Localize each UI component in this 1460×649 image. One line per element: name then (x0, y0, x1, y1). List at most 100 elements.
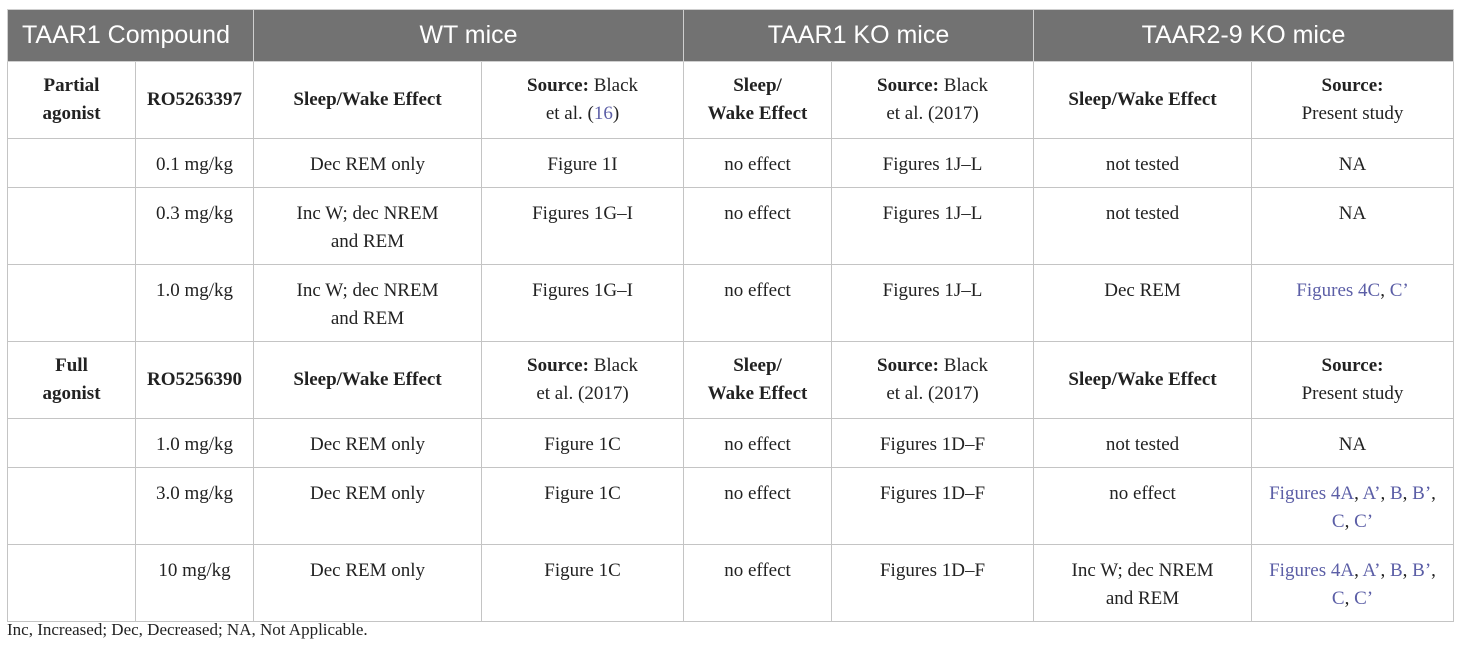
wt-source-header: Source: Black et al. (2017) (481, 341, 685, 419)
empty-cell (7, 264, 136, 342)
taar2-9-ko-effect-cell: not tested (1033, 187, 1253, 265)
figure-link[interactable]: Figures 4A (1269, 560, 1355, 581)
table-row: 1.0 mg/kg Dec REM only Figure 1C no effe… (7, 418, 1455, 468)
taar1-ko-source-cell: Figures 1D–F (831, 467, 1035, 545)
taar1-ko-effect-header: Sleep/ Wake Effect (683, 61, 833, 139)
figure-link[interactable]: C’ (1354, 588, 1374, 609)
taar2-9-ko-effect-cell: no effect (1033, 467, 1253, 545)
empty-cell (7, 544, 136, 622)
source-text: Present study (1301, 103, 1404, 124)
compound-name: RO5256390 (134, 341, 255, 419)
source-text: et al. (2017) (886, 103, 979, 124)
wt-source-cell: Figures 1G–I (481, 264, 685, 342)
source-text: et al. (2017) (886, 383, 979, 404)
wt-source-cell: Figures 1G–I (481, 187, 685, 265)
taar2-9-ko-effect-cell: Inc W; dec NREM and REM (1033, 544, 1253, 622)
source-label: Source: (527, 75, 589, 96)
table-footnote: Inc, Increased; Dec, Decreased; NA, Not … (7, 620, 368, 639)
compound-name: RO5263397 (134, 61, 255, 139)
taar1-ko-source-cell: Figures 1J–L (831, 264, 1035, 342)
figure-link[interactable]: A’ (1362, 560, 1381, 581)
taar2-9-ko-source-cell: NA (1251, 138, 1455, 188)
dose-cell: 1.0 mg/kg (134, 418, 255, 468)
header-line: Wake Effect (707, 383, 808, 404)
figure-link[interactable]: C (1331, 588, 1345, 609)
wt-effect-header: Sleep/Wake Effect (253, 61, 483, 139)
source-text: Black (588, 355, 639, 376)
empty-cell (7, 418, 136, 468)
group-label-line: agonist (42, 103, 101, 124)
taar2-9-ko-source-cell: Figures 4A, A’, B, B’, C, C’ (1251, 467, 1455, 545)
header-wt-mice: WT mice (253, 9, 685, 62)
cell-line: Inc W; dec NREM (296, 280, 439, 301)
separator: , (1354, 560, 1363, 581)
separator: , (1344, 511, 1355, 532)
wt-source-cell: Figure 1C (481, 418, 685, 468)
figure-link[interactable]: B (1389, 483, 1403, 504)
source-text: et al. ( (545, 103, 594, 124)
group-label-line: Full (55, 355, 88, 376)
wt-effect-cell: Dec REM only (253, 418, 483, 468)
separator: , (1402, 560, 1413, 581)
taar2-9-ko-source-header: Source: Present study (1251, 341, 1455, 419)
taar2-9-ko-source-cell: NA (1251, 418, 1455, 468)
cell-line: and REM (1105, 588, 1180, 609)
source-label: Source: (1321, 75, 1384, 96)
taar1-ko-effect-cell: no effect (683, 138, 833, 188)
group-label-full: Full agonist (7, 341, 136, 419)
taar2-9-ko-effect-header: Sleep/Wake Effect (1033, 341, 1253, 419)
taar2-9-ko-effect-header: Sleep/Wake Effect (1033, 61, 1253, 139)
empty-cell (7, 187, 136, 265)
header-taar2-9-ko-mice: TAAR2-9 KO mice (1033, 9, 1455, 62)
taar2-9-ko-effect-cell: not tested (1033, 138, 1253, 188)
taar2-9-ko-source-header: Source: Present study (1251, 61, 1455, 139)
dose-cell: 0.1 mg/kg (134, 138, 255, 188)
figure-link[interactable]: A’ (1362, 483, 1381, 504)
taar1-ko-source-header: Source: Black et al. (2017) (831, 61, 1035, 139)
header-line: Sleep/ (733, 75, 782, 96)
wt-effect-cell: Dec REM only (253, 544, 483, 622)
wt-source-cell: Figure 1C (481, 544, 685, 622)
figure-link[interactable]: B (1389, 560, 1403, 581)
figure-link[interactable]: Figures 4A (1269, 483, 1355, 504)
taar2-9-ko-source-cell: Figures 4A, A’, B, B’, C, C’ (1251, 544, 1455, 622)
taar2-9-ko-source-cell: NA (1251, 187, 1455, 265)
taar1-ko-effect-cell: no effect (683, 418, 833, 468)
reference-link[interactable]: 16 (593, 103, 613, 124)
source-label: Source: (1321, 355, 1384, 376)
taar1-ko-effect-header: Sleep/ Wake Effect (683, 341, 833, 419)
group-label-line: Partial (43, 75, 100, 96)
taar1-ko-source-cell: Figures 1J–L (831, 138, 1035, 188)
figure-link[interactable]: B’ (1412, 560, 1432, 581)
taar2-9-ko-effect-cell: not tested (1033, 418, 1253, 468)
wt-effect-cell: Inc W; dec NREM and REM (253, 187, 483, 265)
table-row: 0.1 mg/kg Dec REM only Figure 1I no effe… (7, 138, 1455, 188)
header-taar1-compound: TAAR1 Compound (6, 9, 255, 62)
data-table-container: TAAR1 Compound WT mice TAAR1 KO mice TAA… (6, 9, 1455, 622)
wt-effect-header: Sleep/Wake Effect (253, 341, 483, 419)
figure-link[interactable]: Figures 4C (1296, 280, 1381, 301)
cell-line: and REM (330, 308, 405, 329)
taar1-ko-effect-cell: no effect (683, 187, 833, 265)
taar1-ko-effect-cell: no effect (683, 467, 833, 545)
figure-link[interactable]: C’ (1389, 280, 1409, 301)
separator: , (1402, 483, 1413, 504)
figure-link[interactable]: B’ (1412, 483, 1432, 504)
table-row: 1.0 mg/kg Inc W; dec NREM and REM Figure… (7, 264, 1455, 342)
separator: , (1354, 483, 1363, 504)
wt-effect-cell: Dec REM only (253, 138, 483, 188)
figure-link[interactable]: C (1331, 511, 1345, 532)
source-label: Source: (527, 355, 589, 376)
cell-line: Inc W; dec NREM (1071, 560, 1214, 581)
table-row: 3.0 mg/kg Dec REM only Figure 1C no effe… (7, 467, 1455, 545)
wt-source-header: Source: Black et al. (16) (481, 61, 685, 139)
header-row: TAAR1 Compound WT mice TAAR1 KO mice TAA… (6, 9, 1455, 62)
wt-effect-cell: Inc W; dec NREM and REM (253, 264, 483, 342)
source-label: Source: (877, 355, 939, 376)
figure-link[interactable]: C’ (1354, 511, 1374, 532)
source-text: et al. (2017) (536, 383, 629, 404)
empty-cell (7, 138, 136, 188)
separator: , (1431, 560, 1436, 581)
table-row: 10 mg/kg Dec REM only Figure 1C no effec… (7, 544, 1455, 622)
source-text: Black (588, 75, 639, 96)
